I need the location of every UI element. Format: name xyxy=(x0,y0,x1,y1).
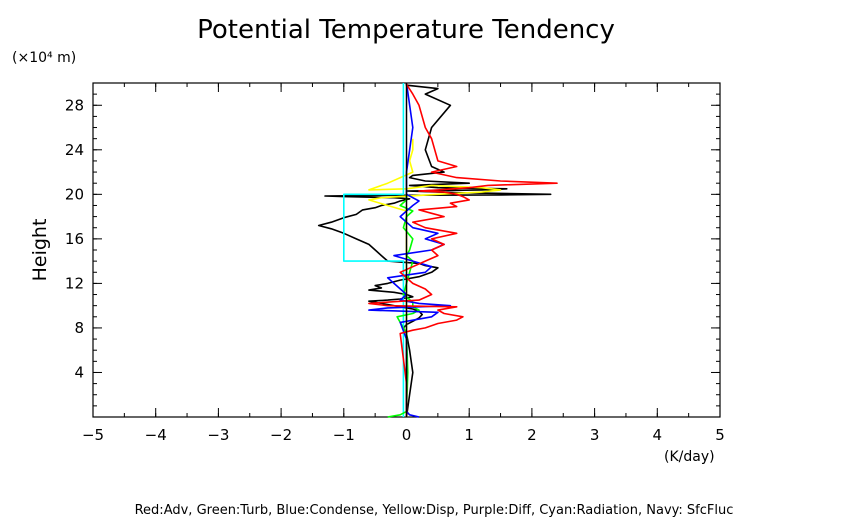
x-axis-label: (K/day) xyxy=(664,449,715,465)
series-line-0 xyxy=(317,83,552,418)
x-tick-label: 2 xyxy=(527,426,537,444)
x-tick-label: −1 xyxy=(333,426,355,444)
series-legend: Red:Adv, Green:Turb, Blue:Condense, Yell… xyxy=(135,503,734,518)
y-tick-label: 28 xyxy=(65,96,84,114)
x-tick-label: 3 xyxy=(590,426,600,444)
x-tick-label: −3 xyxy=(207,426,229,444)
series-line-5 xyxy=(368,83,558,417)
series-line-1 xyxy=(368,138,502,417)
y-axis-label: Height xyxy=(29,219,51,282)
series-line-4 xyxy=(368,82,452,418)
series-line-2 xyxy=(342,83,405,417)
series-lines xyxy=(317,82,558,418)
x-tick-label: 5 xyxy=(715,426,725,444)
x-tick-label: −4 xyxy=(145,426,167,444)
y-axis-unit: (×10⁴ m) xyxy=(12,50,76,66)
x-tick-label: 4 xyxy=(653,426,663,444)
chart-title: Potential Temperature Tendency xyxy=(197,15,615,45)
x-tick-label: 1 xyxy=(464,426,474,444)
y-tick-label: 20 xyxy=(65,185,84,203)
x-tick-label: 0 xyxy=(402,426,412,444)
y-tick-label: 8 xyxy=(74,319,84,337)
y-tick-label: 12 xyxy=(65,274,84,292)
y-tick-label: 16 xyxy=(65,230,84,248)
x-tick-label: −5 xyxy=(82,426,104,444)
y-tick-label: 4 xyxy=(74,363,84,381)
x-tick-label: −2 xyxy=(270,426,292,444)
y-tick-label: 24 xyxy=(65,141,84,159)
